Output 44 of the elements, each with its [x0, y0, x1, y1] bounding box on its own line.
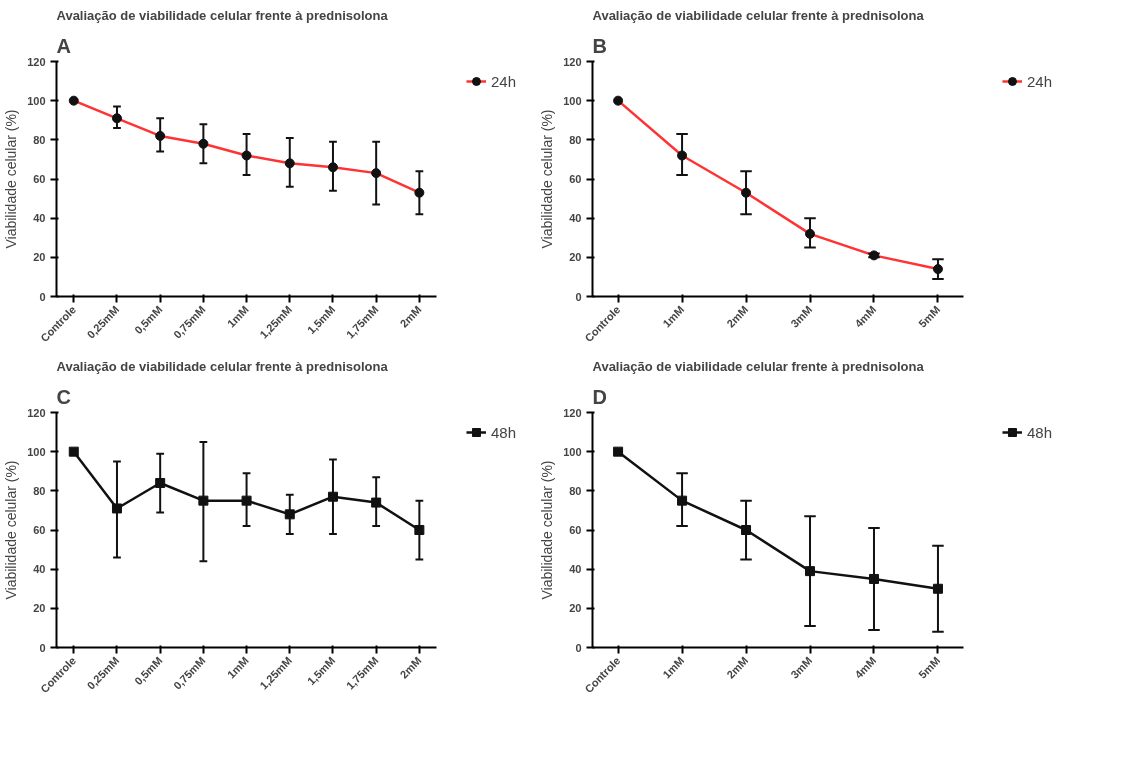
y-tick-label: 0: [39, 641, 46, 654]
y-tick-label: 60: [33, 173, 46, 185]
y-tick-label: 40: [33, 212, 46, 225]
y-tick-label: 60: [33, 524, 46, 536]
legend-label: 48h: [1026, 423, 1052, 441]
text: A: [56, 34, 71, 57]
y-axis-title: Viabilidade celular (%): [539, 460, 556, 600]
y-tick-label: 120: [563, 406, 582, 419]
legend-label: 48h: [490, 423, 516, 441]
y-tick-label: 100: [27, 94, 46, 107]
text: C: [56, 385, 71, 408]
y-axis-title: Viabilidade celular (%): [3, 109, 20, 249]
y-tick-label: 100: [563, 445, 582, 458]
y-tick-label: 0: [575, 290, 582, 303]
chart-title: Avaliação de viabilidade celular frente à prednisolona: [592, 358, 925, 374]
y-tick-label: 60: [569, 173, 582, 185]
legend-label: 24h: [490, 72, 516, 90]
y-tick-label: 120: [563, 55, 582, 68]
y-axis-title: Viabilidade celular (%): [539, 109, 556, 249]
chart-title: Avaliação de viabilidade celular frente à prednisolona: [56, 7, 389, 23]
chart-title: Avaliação de viabilidade celular frente à prednisolona: [56, 358, 389, 374]
y-tick-label: 20: [569, 602, 582, 615]
y-tick-label: 100: [27, 445, 46, 458]
legend-label: 24h: [1026, 72, 1052, 90]
y-tick-label: 120: [27, 406, 46, 419]
text: D: [592, 385, 607, 408]
y-tick-label: 80: [33, 133, 46, 146]
y-tick-label: 40: [33, 563, 46, 576]
chart-title: Avaliação de viabilidade celular frente à prednisolona: [592, 7, 925, 23]
text: B: [592, 34, 607, 57]
y-tick-label: 20: [33, 251, 46, 264]
y-tick-label: 80: [33, 484, 46, 497]
y-tick-label: 0: [575, 641, 582, 654]
y-tick-label: 80: [569, 484, 582, 497]
y-tick-label: 0: [39, 290, 46, 303]
y-tick-label: 120: [27, 55, 46, 68]
y-tick-label: 20: [569, 251, 582, 264]
y-tick-label: 40: [569, 212, 582, 225]
y-tick-label: 60: [569, 524, 582, 536]
y-tick-label: 100: [563, 94, 582, 107]
y-tick-label: 20: [33, 602, 46, 615]
y-tick-label: 80: [569, 133, 582, 146]
y-axis-title: Viabilidade celular (%): [3, 460, 20, 600]
y-tick-label: 40: [569, 563, 582, 576]
